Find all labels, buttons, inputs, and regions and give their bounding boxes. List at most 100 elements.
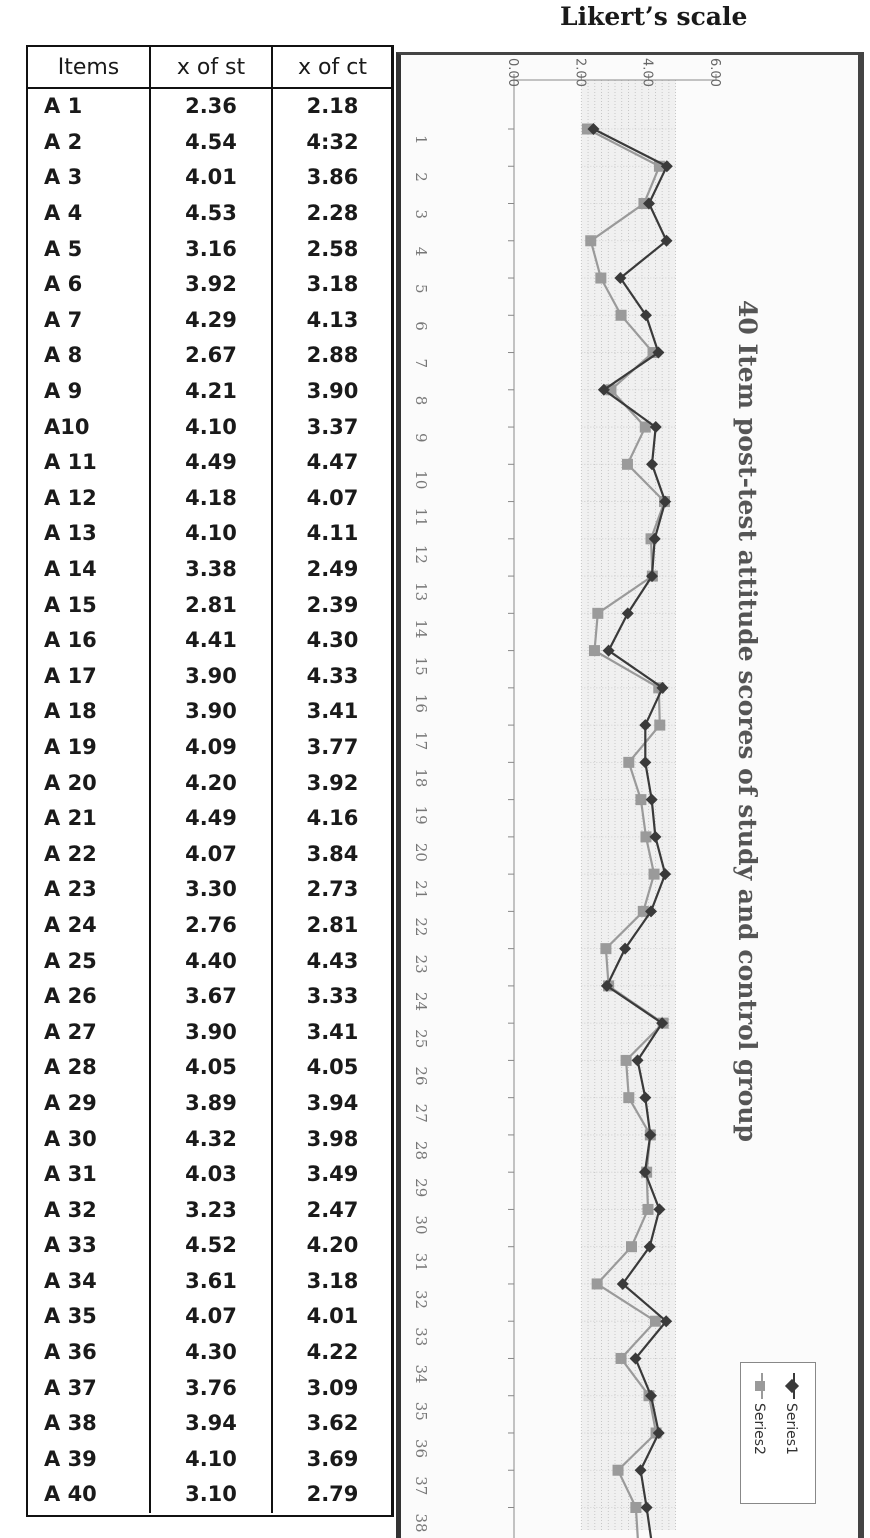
cell-item: A 34 bbox=[44, 1268, 97, 1293]
cell-x-of-st: 3.92 bbox=[149, 266, 272, 303]
table-row: A 2 4.54 4:32 bbox=[28, 124, 392, 161]
series1-point bbox=[646, 458, 659, 471]
series1-point bbox=[639, 756, 652, 769]
table-row: A 40 3.10 2.79 bbox=[28, 1477, 392, 1513]
cell-item: A 11 bbox=[44, 450, 97, 475]
table-row: A 15 2.81 2.39 bbox=[28, 587, 392, 623]
cell-x-of-st: 4.10 bbox=[149, 516, 272, 552]
series1-point bbox=[639, 1091, 652, 1104]
series1-point bbox=[631, 1054, 644, 1067]
category-tick-label: 28 bbox=[412, 1141, 430, 1160]
cell-item: A 1 bbox=[44, 94, 83, 119]
value-tick-label: 0.00 bbox=[505, 58, 520, 87]
table-row: A 35 4.07 4.01 bbox=[28, 1299, 392, 1335]
cell-x-of-st: 3.89 bbox=[149, 1085, 272, 1122]
table-row: A 9 4.21 3.90 bbox=[28, 373, 392, 410]
cell-x-of-st: 2.81 bbox=[149, 587, 272, 623]
series1-point bbox=[643, 1240, 656, 1253]
category-tick-label: 22 bbox=[412, 917, 430, 936]
table-row: A 12 4.18 4.07 bbox=[28, 480, 392, 517]
cell-x-of-ct: 3.69 bbox=[271, 1441, 392, 1478]
cell-item: A 30 bbox=[44, 1126, 97, 1151]
cell-item: A 8 bbox=[44, 343, 83, 368]
series2-point bbox=[591, 1278, 603, 1290]
category-tick-label: 7 bbox=[412, 359, 430, 369]
cell-item: A 38 bbox=[44, 1411, 97, 1436]
cell-item: A 23 bbox=[44, 877, 97, 902]
cell-x-of-ct: 3.49 bbox=[271, 1156, 392, 1193]
series2-point bbox=[581, 123, 593, 135]
cell-x-of-ct: 3.77 bbox=[271, 729, 392, 766]
cell-x-of-ct: 3.90 bbox=[271, 373, 392, 410]
series1-point bbox=[660, 234, 673, 247]
category-tick-label: 17 bbox=[412, 731, 430, 750]
cell-x-of-st: 4.40 bbox=[149, 943, 272, 979]
table-row: A 21 4.49 4.16 bbox=[28, 800, 392, 837]
cell-x-of-st: 2.76 bbox=[149, 907, 272, 944]
cell-x-of-st: 4.54 bbox=[149, 124, 272, 161]
cell-item: A 14 bbox=[44, 557, 97, 582]
series2-point bbox=[635, 794, 647, 806]
cell-x-of-ct: 4.43 bbox=[271, 943, 392, 979]
cell-x-of-st: 4.09 bbox=[149, 729, 272, 766]
series1-point bbox=[600, 979, 613, 992]
likert-scale-title: Likert’s scale bbox=[560, 2, 748, 31]
table-row: A 11 4.49 4.47 bbox=[28, 444, 392, 481]
series2-point bbox=[592, 607, 604, 619]
table-row: A 18 3.90 3.41 bbox=[28, 694, 392, 730]
series2-point bbox=[605, 384, 617, 396]
cell-x-of-ct: 4.07 bbox=[271, 480, 392, 517]
category-tick-label: 9 bbox=[412, 433, 430, 443]
cell-item: A 2 bbox=[44, 129, 83, 154]
cell-x-of-st: 4.03 bbox=[149, 1156, 272, 1193]
table-row: A 1 2.36 2.18 bbox=[28, 88, 392, 125]
cell-item: A 24 bbox=[44, 912, 97, 937]
series1-point bbox=[602, 644, 615, 657]
cell-item: A 20 bbox=[44, 770, 97, 795]
cell-x-of-ct: 4.30 bbox=[271, 622, 392, 659]
series1-point bbox=[634, 1464, 647, 1477]
cell-x-of-ct: 2.39 bbox=[271, 587, 392, 623]
category-tick-label: 29 bbox=[412, 1178, 430, 1197]
series2-point bbox=[600, 943, 612, 955]
series1-point bbox=[656, 681, 669, 694]
cell-x-of-ct: 3.62 bbox=[271, 1405, 392, 1442]
series2-point bbox=[654, 719, 666, 731]
cell-item: A 17 bbox=[44, 663, 97, 688]
cell-x-of-st: 4.53 bbox=[149, 195, 272, 232]
cell-x-of-st: 4.20 bbox=[149, 765, 272, 801]
cell-x-of-ct: 2.73 bbox=[271, 872, 392, 908]
category-tick-label: 1 bbox=[412, 135, 430, 145]
table-row: A 4 4.53 2.28 bbox=[28, 195, 392, 232]
category-tick-label: 6 bbox=[412, 321, 430, 331]
category-tick-label: 30 bbox=[412, 1215, 430, 1234]
category-tick-label: 11 bbox=[412, 508, 430, 527]
series1-point bbox=[649, 830, 662, 843]
category-tick-label: 24 bbox=[412, 992, 430, 1011]
series1-point bbox=[648, 532, 661, 545]
series2-point bbox=[585, 235, 597, 247]
scores-table: Items x of st x of ct A 1 2.36 2.18 A 2 4.54… bbox=[28, 47, 392, 1513]
series1-point bbox=[660, 160, 673, 173]
cell-x-of-st: 3.90 bbox=[149, 694, 272, 730]
cell-item: A 31 bbox=[44, 1162, 97, 1187]
cell-x-of-st: 4.52 bbox=[149, 1228, 272, 1264]
category-tick-label: 25 bbox=[412, 1029, 430, 1048]
category-tick-label: 34 bbox=[412, 1364, 430, 1383]
cell-item: A 40 bbox=[44, 1482, 97, 1507]
header-x-of-ct: x of ct bbox=[271, 47, 392, 89]
series2-point bbox=[595, 272, 607, 284]
cell-x-of-ct: 3.98 bbox=[271, 1121, 392, 1157]
cell-item: A 16 bbox=[44, 628, 97, 653]
category-tick-label: 19 bbox=[412, 806, 430, 825]
series2-point bbox=[639, 421, 651, 433]
cell-x-of-ct: 4.05 bbox=[271, 1050, 392, 1086]
category-tick-label: 27 bbox=[412, 1104, 430, 1123]
cell-x-of-st: 4.29 bbox=[149, 302, 272, 339]
cell-item: A 33 bbox=[44, 1233, 97, 1258]
cell-x-of-st: 4.32 bbox=[149, 1121, 272, 1157]
category-tick-label: 26 bbox=[412, 1066, 430, 1085]
cell-x-of-ct: 3.09 bbox=[271, 1370, 392, 1406]
cell-x-of-st: 4.21 bbox=[149, 373, 272, 410]
category-tick-label: 13 bbox=[412, 582, 430, 601]
